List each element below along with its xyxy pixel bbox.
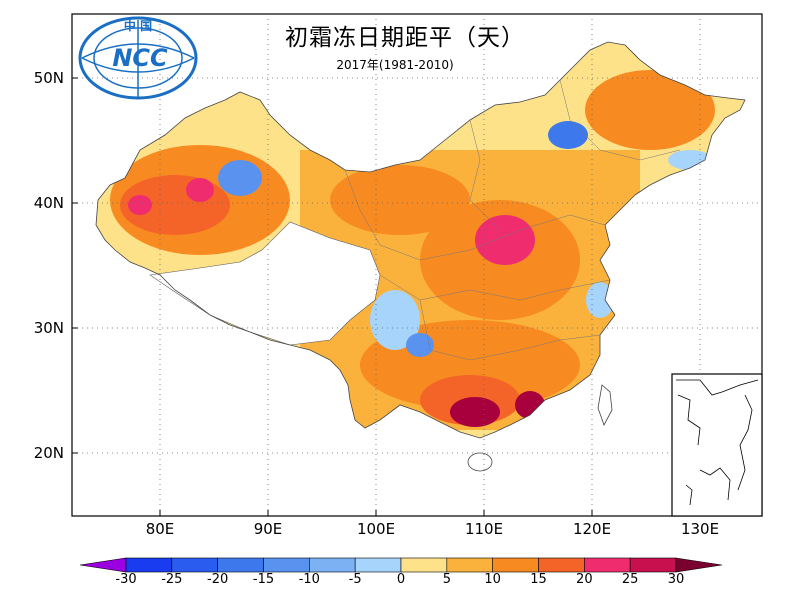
colorbar-segment bbox=[125, 557, 173, 573]
colorbar-segment bbox=[538, 557, 585, 573]
colorbar-tick-label: -5 bbox=[348, 572, 362, 587]
colorbar-tick-label: -15 bbox=[252, 572, 275, 587]
lon-label-110e: 110E bbox=[464, 520, 504, 538]
colorbar-segment bbox=[354, 557, 402, 573]
colorbar-tick-label: 5 bbox=[442, 572, 451, 587]
lat-label-50n: 50N bbox=[33, 69, 64, 87]
sichuan-blue bbox=[406, 333, 434, 357]
lon-label-100e: 100E bbox=[356, 520, 396, 538]
colorbar-tick-label: 30 bbox=[667, 572, 685, 587]
xinjiang-blue bbox=[218, 160, 262, 196]
lon-label-90e: 90E bbox=[253, 520, 283, 538]
colorbar bbox=[79, 557, 723, 573]
colorbar-tick-label: 25 bbox=[621, 572, 639, 587]
south-china-sea-inset bbox=[671, 373, 763, 517]
northeast-orange bbox=[585, 70, 715, 150]
colorbar-segment bbox=[217, 557, 264, 573]
colorbar-tick-label: 0 bbox=[396, 572, 406, 587]
colorbar-segment bbox=[309, 557, 356, 573]
colorbar-tick-label: 15 bbox=[530, 572, 547, 587]
guangxi-dark bbox=[450, 397, 500, 427]
map-subtitle: 2017年(1981-2010) bbox=[336, 58, 454, 72]
lon-label-120e: 120E bbox=[572, 520, 612, 538]
colorbar-over-triangle bbox=[675, 557, 723, 573]
colorbar-segment bbox=[629, 557, 677, 573]
lon-label-130e: 130E bbox=[680, 520, 720, 538]
colorbar-segment bbox=[171, 557, 218, 573]
colorbar-tick-label: 10 bbox=[484, 572, 501, 587]
xinjiang-pink-2 bbox=[128, 195, 152, 215]
colorbar-tick-label: -20 bbox=[207, 572, 229, 587]
colorbar-segment bbox=[584, 557, 631, 573]
colorbar-under-triangle bbox=[79, 557, 127, 573]
plateau-no-data bbox=[149, 221, 381, 346]
lat-label-30n: 30N bbox=[33, 319, 64, 337]
central-red bbox=[475, 215, 535, 265]
logo-top-text: 中 国 bbox=[124, 18, 152, 33]
lat-label-40n: 40N bbox=[33, 194, 64, 212]
province-lines bbox=[261, 79, 681, 361]
colorbar-tick-label: -10 bbox=[298, 572, 320, 587]
tick-marks bbox=[72, 77, 701, 516]
lat-label-20n: 20N bbox=[33, 444, 64, 462]
ncc-logo: 中 国 NCC bbox=[78, 16, 198, 100]
logo-main-text: NCC bbox=[112, 44, 168, 72]
north-orange bbox=[330, 165, 470, 235]
colorbar-tick-label: -30 bbox=[115, 572, 137, 587]
colorbar-segment bbox=[492, 557, 539, 573]
colorbar-segment bbox=[263, 557, 310, 573]
xinjiang-pink bbox=[186, 178, 214, 202]
southwest-lightblue bbox=[370, 290, 420, 350]
taiwan-island bbox=[597, 384, 613, 426]
northeast-blue bbox=[548, 121, 588, 149]
lon-label-80e: 80E bbox=[145, 520, 175, 538]
china-border bbox=[95, 41, 746, 439]
colorbar-segment bbox=[446, 557, 493, 573]
hainan-island bbox=[467, 452, 493, 472]
colorbar-tick-label: 20 bbox=[576, 572, 593, 587]
map-title: 初霜冻日期距平（天） bbox=[285, 25, 525, 51]
colorbar-segment bbox=[400, 557, 448, 573]
colorbar-tick-label: -25 bbox=[161, 572, 183, 587]
